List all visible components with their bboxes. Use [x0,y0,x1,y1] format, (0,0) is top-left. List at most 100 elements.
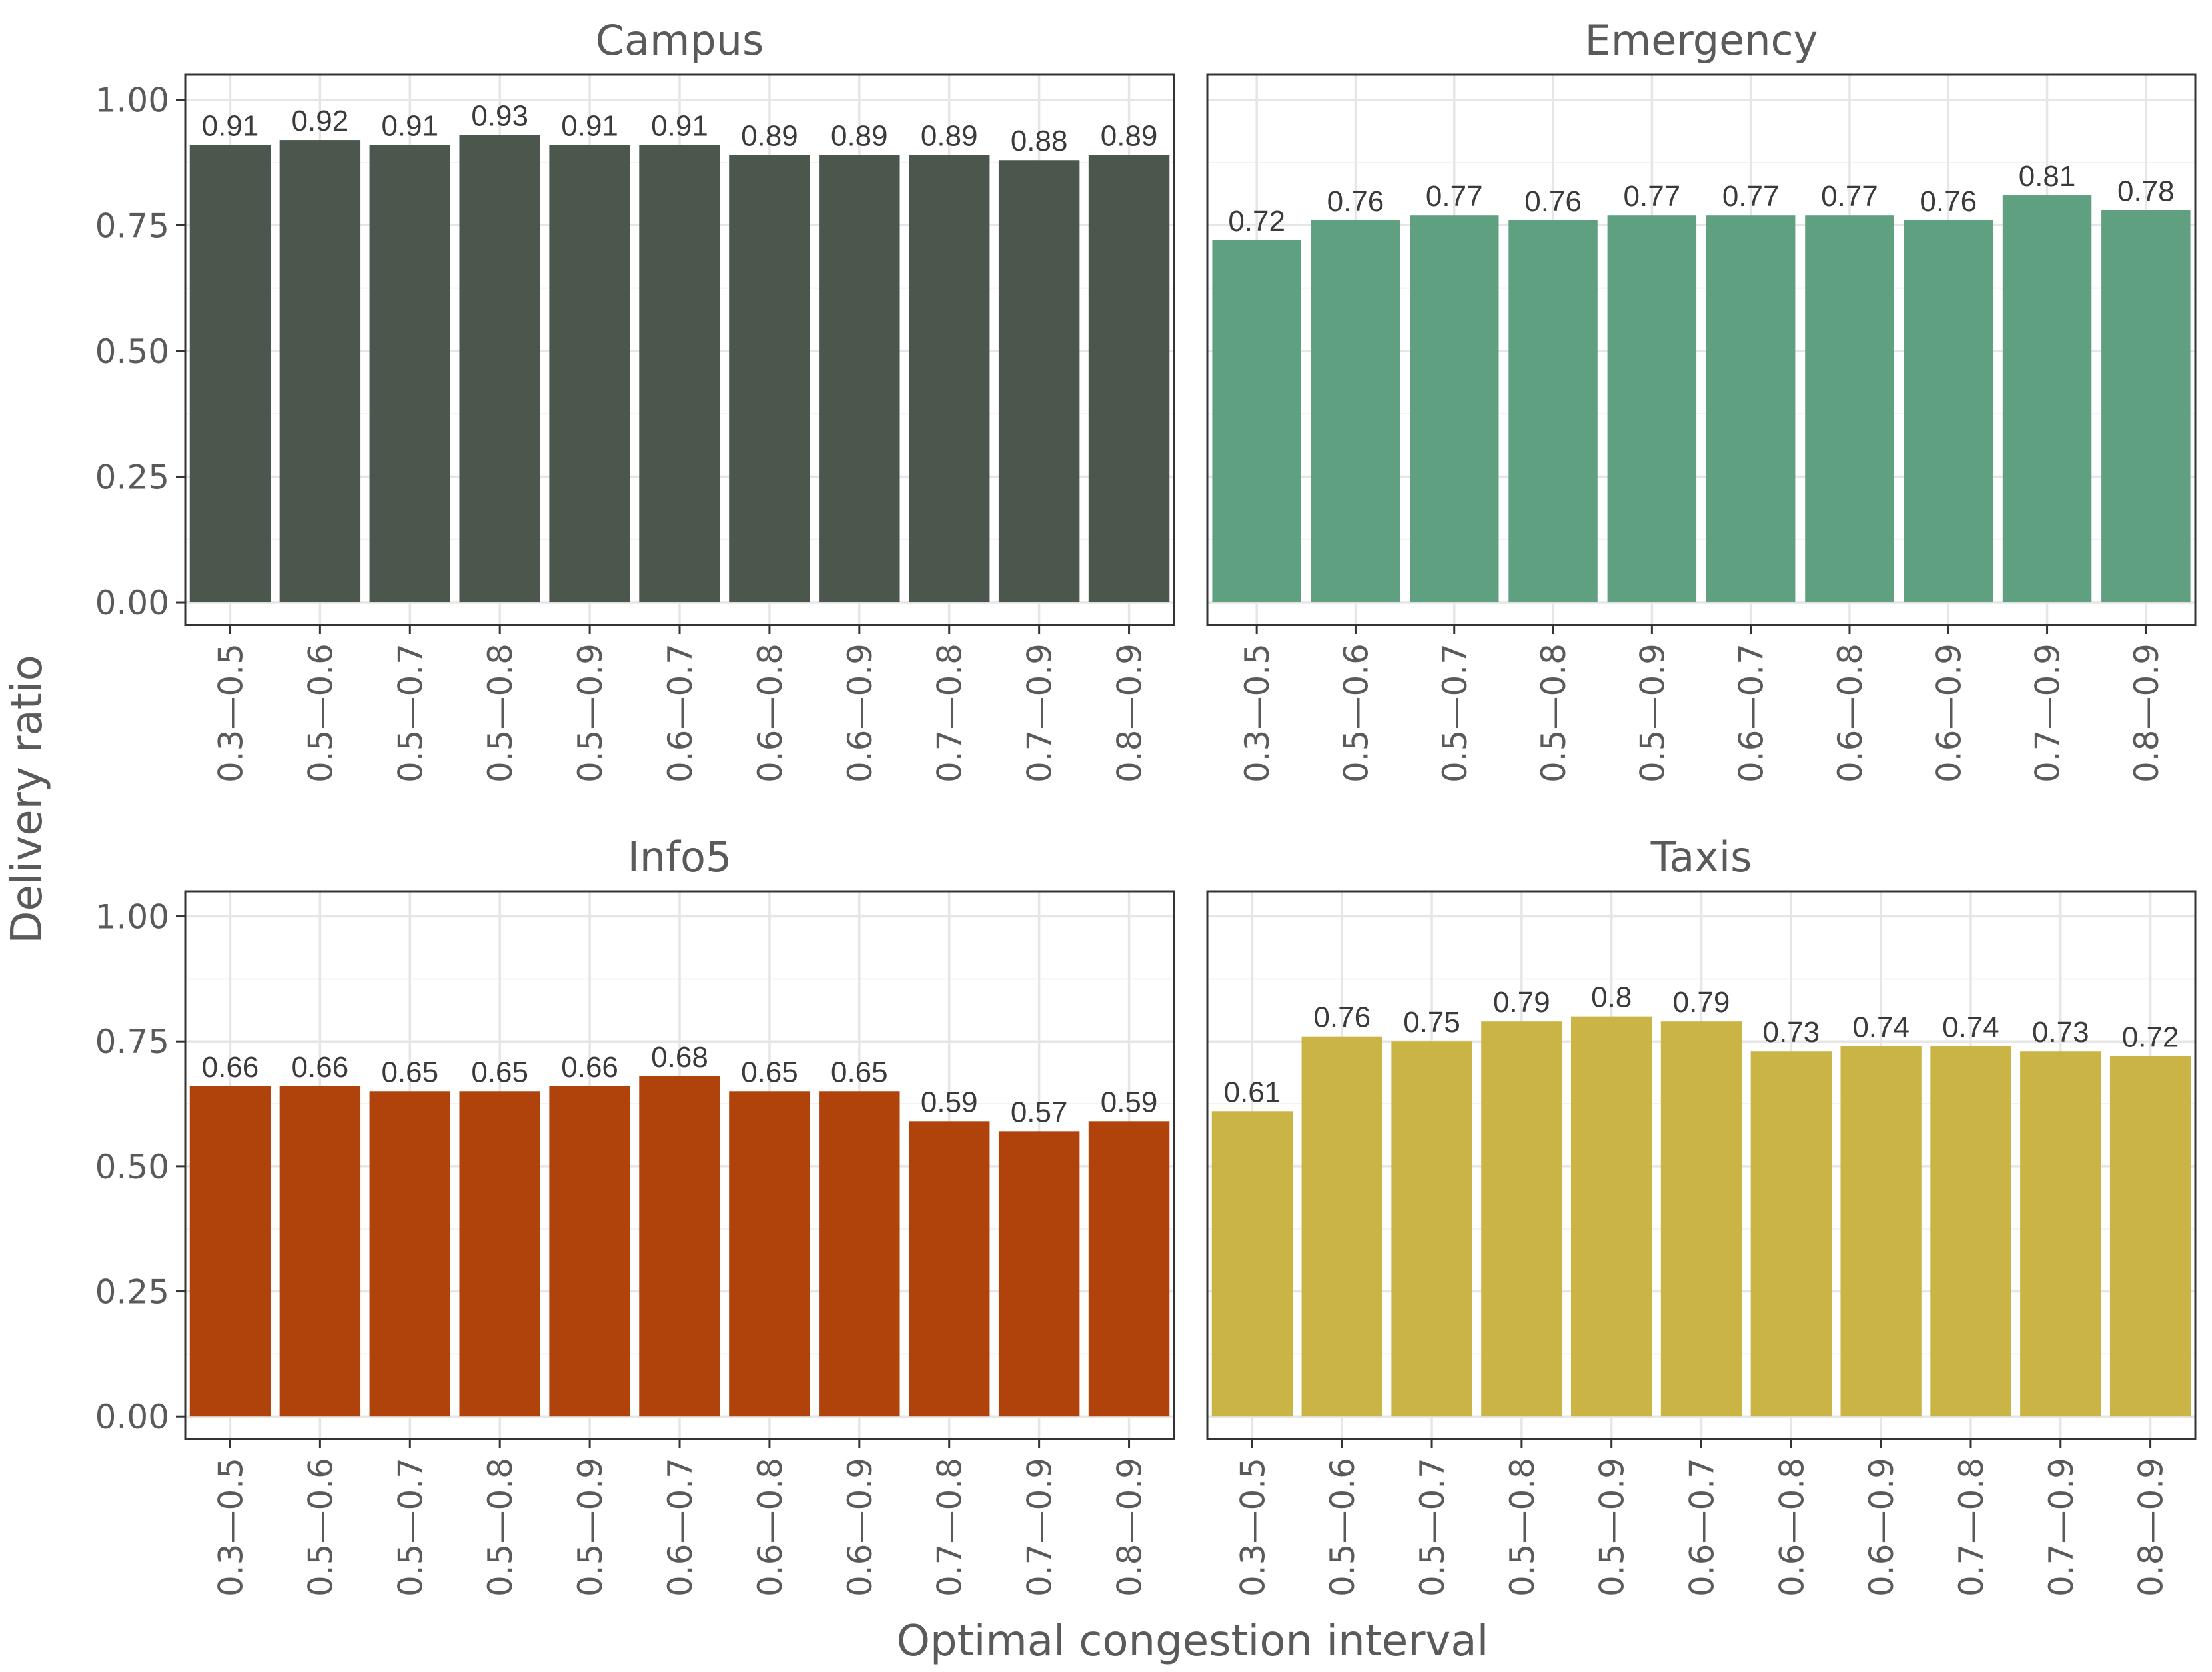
bar-value-label: 0.93 [471,100,528,133]
bar-value-label: 0.73 [2032,1016,2089,1048]
x-tick-label: 0.6—0.9 [1862,1458,1901,1597]
x-tick-label: 0.8—0.9 [1111,643,1149,783]
bar-campus-1 [279,140,361,603]
bar-info5-6 [729,1091,810,1417]
bar-value-label: 0.89 [741,120,798,153]
x-tick-label: 0.6—0.9 [841,643,879,783]
x-tick-label: 0.5—0.6 [301,643,340,783]
y-tick-label: 0.00 [95,584,169,622]
x-tick-label: 0.5—0.8 [481,643,520,783]
panel-campus: 0.91 0.92 0.91 0.93 0.91 0.91 0.89 0.89 0.89 0.88… [95,16,1175,783]
bar-value-label: 0.74 [1852,1011,1910,1044]
x-tick-label: 0.7—0.9 [2029,643,2067,783]
bar-value-label: 0.68 [651,1041,708,1074]
bar-emergency-8 [2002,195,2092,603]
bar-value-label: 0.91 [561,110,618,143]
bar-taxis-2 [1391,1041,1472,1417]
bar-emergency-4 [1607,215,1697,603]
y-tick-label: 0.00 [95,1398,169,1436]
x-tick-label: 0.5—0.7 [1413,1458,1452,1597]
bar-taxis-7 [1840,1046,1922,1417]
y-tick-label: 0.50 [95,1148,169,1186]
bar-taxis-6 [1750,1051,1832,1417]
bar-info5-4 [549,1086,630,1417]
panel-emergency: 0.72 0.76 0.77 0.76 0.77 0.77 0.77 0.76 0.81 0.78… [1206,16,2197,783]
bar-value-label: 0.8 [1591,981,1632,1014]
facet-title-taxis: Taxis [1650,833,1752,881]
bar-taxis-10 [2109,1056,2191,1417]
bar-value-label: 0.92 [292,105,349,137]
bar-value-label: 0.77 [1821,180,1878,212]
x-tick-label: 0.5—0.9 [571,1458,610,1597]
bar-value-label: 0.65 [381,1056,438,1088]
bar-info5-7 [819,1091,900,1417]
bar-emergency-5 [1706,215,1796,603]
x-tick-label: 0.6—0.8 [751,643,790,783]
x-tick-label: 0.5—0.7 [391,1458,430,1597]
bar-value-label: 0.72 [2122,1021,2179,1054]
bar-info5-10 [1088,1121,1170,1417]
x-tick-label: 0.8—0.9 [2132,1458,2171,1597]
y-tick-label: 0.75 [95,207,169,245]
x-tick-label: 0.6—0.9 [1930,643,1968,783]
facet-title-info5: Info5 [628,833,732,881]
x-tick-label: 0.8—0.9 [2127,643,2166,783]
bar-value-label: 0.76 [1327,185,1384,218]
bar-value-label: 0.59 [921,1086,978,1118]
bar-value-label: 0.66 [292,1051,349,1084]
bar-info5-2 [369,1091,450,1417]
panel-border [1206,73,2197,626]
x-tick-label: 0.3—0.5 [1238,643,1277,783]
panel-taxis: 0.61 0.76 0.75 0.79 0.8 0.79 0.73 0.74 0.74 0.73 0… [1206,833,2197,1597]
bar-value-label: 0.78 [2117,175,2175,208]
bar-value-label: 0.77 [1722,180,1780,212]
x-tick-label: 0.5—0.9 [1593,1458,1632,1597]
bar-campus-4 [549,145,630,603]
bar-value-label: 0.57 [1011,1096,1068,1128]
bar-taxis-4 [1571,1016,1652,1417]
bar-value-label: 0.88 [1011,125,1068,157]
facet-title-emergency: Emergency [1585,16,1818,65]
x-tick-label: 0.8—0.9 [1111,1458,1149,1597]
bar-info5-5 [639,1076,720,1417]
y-tick-label: 0.25 [95,1273,169,1312]
bar-value-label: 0.79 [1673,986,1730,1019]
bar-taxis-1 [1301,1036,1382,1417]
bar-taxis-0 [1211,1111,1293,1417]
bar-value-label: 0.91 [651,110,708,143]
bar-campus-6 [729,155,810,603]
bar-value-label: 0.74 [1942,1011,1999,1044]
x-tick-label: 0.5—0.9 [571,643,610,783]
bar-emergency-0 [1212,240,1301,603]
bar-value-label: 0.91 [202,110,259,143]
bar-emergency-7 [1904,220,1993,603]
x-tick-label: 0.5—0.7 [391,643,430,783]
y-tick-label: 0.25 [95,458,169,496]
facet-title-campus: Campus [596,16,764,65]
bar-campus-3 [459,135,540,603]
bar-value-label: 0.76 [1524,185,1582,218]
bar-taxis-5 [1660,1021,1742,1417]
bar-campus-5 [639,145,720,603]
x-tick-label: 0.5—0.8 [1534,643,1573,783]
bar-value-label: 0.66 [202,1051,259,1084]
x-tick-label: 0.3—0.5 [211,643,250,783]
bar-value-label: 0.73 [1762,1016,1820,1048]
bar-value-label: 0.91 [381,110,438,143]
x-tick-label: 0.5—0.7 [1436,643,1474,783]
y-tick-label: 0.50 [95,332,169,371]
x-tick-label: 0.6—0.8 [1831,643,1870,783]
bar-value-label: 0.65 [831,1056,888,1088]
x-tick-label: 0.6—0.7 [1683,1458,1722,1597]
bar-value-label: 0.72 [1228,205,1285,238]
bar-campus-2 [369,145,450,603]
x-tick-label: 0.7—0.9 [2042,1458,2081,1597]
bar-value-label: 0.76 [1313,1001,1371,1034]
x-tick-label: 0.3—0.5 [211,1458,250,1597]
x-tick-label: 0.6—0.8 [1772,1458,1811,1597]
bar-taxis-3 [1481,1021,1562,1417]
bar-value-label: 0.89 [921,120,978,153]
x-tick-label: 0.5—0.6 [1323,1458,1362,1597]
bar-emergency-3 [1508,220,1598,603]
